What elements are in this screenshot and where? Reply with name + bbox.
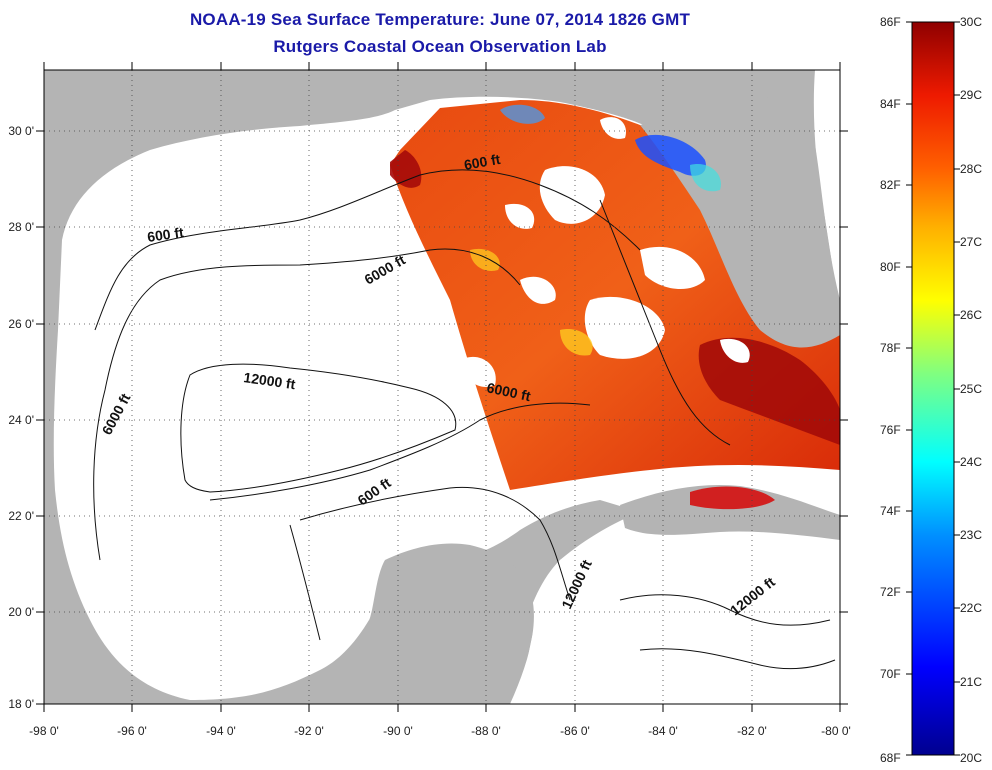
- colorbar-c-label: 25C: [960, 382, 982, 396]
- contour-600ft-yucatan: [289, 486, 571, 641]
- cloud-gap-6: [720, 338, 750, 363]
- contour-600ft-florida: [599, 199, 731, 446]
- contour-600ft-north: [94, 169, 641, 331]
- lon-label: -94 0': [206, 724, 236, 738]
- lat-label: 20 0': [8, 605, 34, 619]
- yucatan-land: [330, 543, 534, 704]
- longitude-axis: [43, 62, 841, 712]
- lat-label: 28 0': [8, 220, 34, 234]
- colorbar-c-label: 27C: [960, 235, 982, 249]
- lat-label: 26 0': [8, 317, 34, 331]
- lon-label: -90 0': [383, 724, 413, 738]
- cloud-gap-7: [600, 117, 626, 139]
- lon-label: -82 0': [737, 724, 767, 738]
- latitude-tick-labels: 18 0' 20 0' 22 0' 24 0' 26 0' 28 0' 30 0…: [8, 124, 34, 711]
- colorbar-f-label: 76F: [880, 423, 901, 437]
- depth-contours: [93, 169, 836, 670]
- lon-label: -98 0': [29, 724, 59, 738]
- longitude-tick-labels: -98 0' -96 0' -94 0' -92 0' -90 0' -88 0…: [29, 724, 851, 738]
- cuba-land: [620, 484, 840, 540]
- latitude-axis: [36, 130, 848, 705]
- cloud-gap-8: [505, 203, 535, 229]
- lon-label: -88 0': [471, 724, 501, 738]
- lat-label: 18 0': [8, 697, 34, 711]
- contour-6000ft-west: [93, 248, 521, 561]
- colorbar-f-label: 74F: [880, 504, 901, 518]
- lon-label: -86 0': [560, 724, 590, 738]
- contour-6000ft-south: [209, 402, 591, 501]
- cloud-gap-3: [520, 276, 556, 304]
- colorbar-c-label: 23C: [960, 528, 982, 542]
- contour-label-600ft-west: 600 ft: [146, 224, 185, 245]
- contour-label-600ft-north: 600 ft: [463, 151, 502, 173]
- lon-label: -80 0': [821, 724, 851, 738]
- warm-patch-cuba: [690, 486, 775, 510]
- map-subtitle: Rutgers Coastal Ocean Observation Lab: [273, 37, 607, 56]
- florida-land: [640, 70, 840, 371]
- colorbar-c-label: 26C: [960, 308, 982, 322]
- warm-patch-mississippi: [390, 150, 422, 188]
- lon-label: -96 0': [117, 724, 147, 738]
- cloud-gap-4: [640, 246, 705, 290]
- colorbar-c-label: 24C: [960, 455, 982, 469]
- contour-label-12000ft-gulf: 12000 ft: [243, 369, 297, 392]
- atlantic-water: [800, 70, 840, 300]
- colorbar-f-label: 80F: [880, 260, 901, 274]
- caribbean-water: [520, 527, 840, 704]
- colorbar-c-label: 22C: [960, 601, 982, 615]
- cloud-gap-1: [539, 166, 605, 224]
- colorbar-f-label: 82F: [880, 178, 901, 192]
- colorbar-c-label: 20C: [960, 751, 982, 765]
- yellow-streak-1: [560, 329, 593, 356]
- colorbar-gradient: [911, 21, 955, 756]
- lat-lon-grid: [44, 70, 840, 704]
- lat-label: 24 0': [8, 413, 34, 427]
- colorbar: 86F 84F 82F 80F 78F 76F 74F 72F 70F 68F …: [880, 15, 982, 765]
- cool-patch-bigbend: [635, 134, 706, 176]
- colorbar-c-ticks: [954, 21, 960, 756]
- colorbar-f-label: 70F: [880, 667, 901, 681]
- colorbar-c-label: 30C: [960, 15, 982, 29]
- lat-label: 22 0': [8, 509, 34, 523]
- colorbar-f-label: 86F: [880, 15, 901, 29]
- colorbar-c-label: 21C: [960, 675, 982, 689]
- map-plot-area: 600 ft 600 ft 6000 ft 12000 ft 6000 ft 6…: [44, 70, 840, 704]
- contour-12000ft: [180, 363, 457, 493]
- colorbar-c-label: 28C: [960, 162, 982, 176]
- colorbar-f-ticks: [906, 21, 912, 756]
- map-title: NOAA-19 Sea Surface Temperature: June 07…: [189, 10, 691, 29]
- colorbar-f-label: 78F: [880, 341, 901, 355]
- lat-label: 30 0': [8, 124, 34, 138]
- map-frame: [43, 69, 841, 705]
- cool-patch-bigbend-cyan: [690, 164, 721, 192]
- lon-label: -92 0': [294, 724, 324, 738]
- colorbar-c-label: 29C: [960, 88, 982, 102]
- warm-patch-east: [698, 337, 840, 445]
- cloud-gap-5: [460, 356, 496, 388]
- colorbar-f-label: 72F: [880, 585, 901, 599]
- cool-patch-apalachicola: [500, 104, 545, 124]
- contour-12000ft-caribbean: [619, 594, 836, 670]
- colorbar-f-label: 68F: [880, 751, 901, 765]
- lon-label: -84 0': [648, 724, 678, 738]
- colorbar-f-label: 84F: [880, 97, 901, 111]
